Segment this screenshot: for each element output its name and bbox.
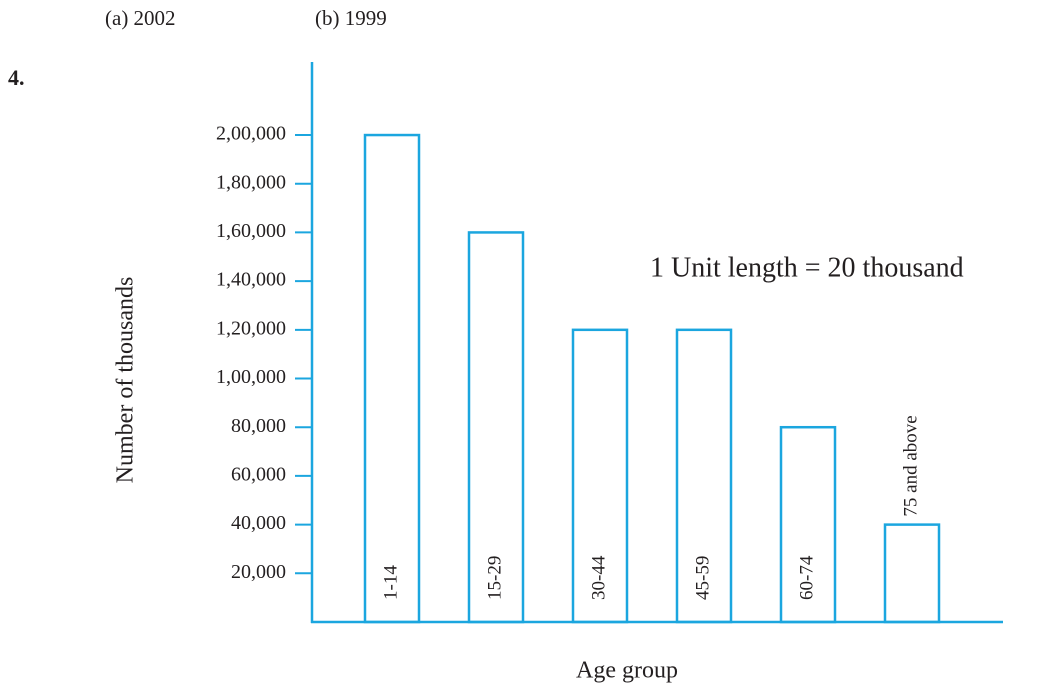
- annotation: 1 Unit length = 20 thousand: [650, 252, 964, 283]
- y-tick-label: 80,000: [231, 415, 286, 437]
- question-number: 4.: [8, 65, 25, 90]
- bar: [571, 328, 629, 624]
- y-tick-label: 60,000: [231, 464, 286, 486]
- x-axis-label: Age group: [576, 658, 678, 684]
- y-tick-label: 20,000: [231, 561, 286, 583]
- option-b: (b) 1999: [315, 6, 387, 30]
- y-tick-label: 1,00,000: [216, 366, 286, 388]
- bar: [363, 133, 421, 624]
- bar: [779, 425, 837, 624]
- category-label: 15-29: [484, 556, 505, 600]
- y-tick-label: 1,40,000: [216, 269, 286, 291]
- bar: [883, 523, 941, 624]
- option-a: (a) 2002: [105, 6, 176, 30]
- category-label: 60-74: [796, 555, 817, 600]
- y-tick-label: 40,000: [231, 512, 286, 534]
- category-label: 75 and above: [900, 415, 921, 516]
- y-axis-label: Number of thousands: [113, 277, 139, 484]
- y-tick-label: 1,60,000: [216, 220, 286, 242]
- y-tick-label: 1,20,000: [216, 317, 286, 339]
- y-tick-label: 2,00,000: [216, 123, 286, 145]
- category-label: 1-14: [380, 565, 401, 600]
- y-tick-label: 1,80,000: [216, 171, 286, 193]
- category-label: 45-59: [692, 556, 713, 600]
- bar: [467, 231, 525, 624]
- category-label: 30-44: [588, 555, 609, 600]
